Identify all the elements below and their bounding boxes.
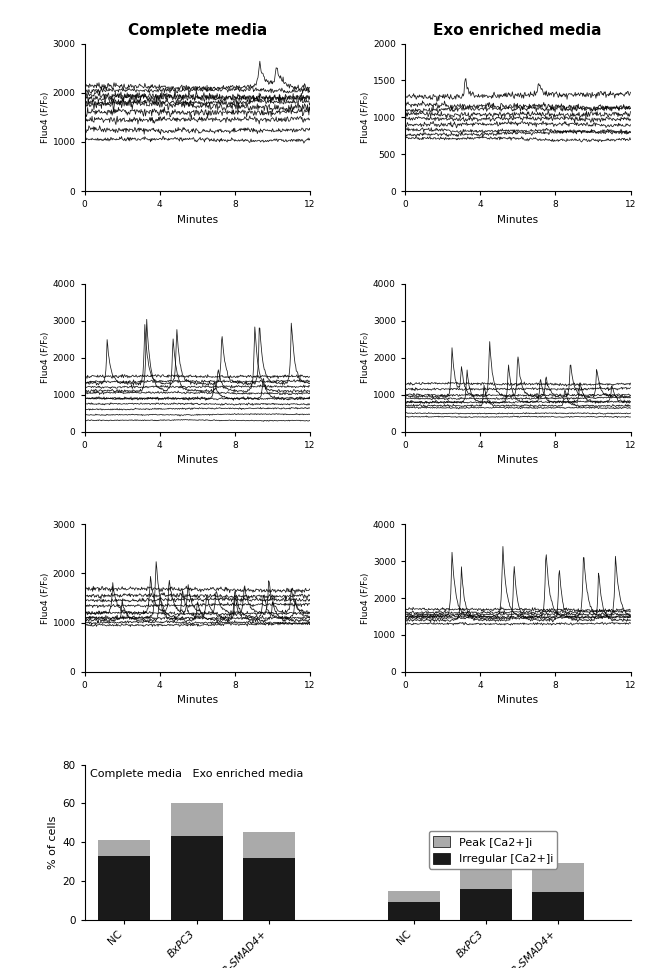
Title: Complete media: Complete media [127,23,267,38]
X-axis label: Minutes: Minutes [177,455,218,466]
X-axis label: Minutes: Minutes [497,455,538,466]
Y-axis label: Fluo4 (F/F₀): Fluo4 (F/F₀) [361,572,370,623]
Bar [243,858,295,920]
X-axis label: Minutes: Minutes [497,215,538,225]
Text: NC: NC [0,106,1,129]
Y-axis label: Fluo4 (F/F₀): Fluo4 (F/F₀) [361,332,370,383]
Bar [532,863,584,892]
Bar [98,856,150,920]
Y-axis label: Fluo4 (F/F₀): Fluo4 (F/F₀) [41,332,49,383]
Text: Complete media   Exo enriched media: Complete media Exo enriched media [90,770,304,779]
Bar [387,891,439,902]
X-axis label: Minutes: Minutes [177,695,218,706]
Bar [243,832,295,858]
Bar [460,846,512,889]
Bar [170,803,223,836]
Y-axis label: Fluo4 (F/F₀): Fluo4 (F/F₀) [361,92,370,143]
Bar [460,889,512,920]
Bar [98,840,150,856]
X-axis label: Minutes: Minutes [497,695,538,706]
Bar [170,836,223,920]
Y-axis label: Fluo4 (F/F₀): Fluo4 (F/F₀) [41,572,49,623]
Text: BxPC3-SMAD4+: BxPC3-SMAD4+ [0,548,1,648]
Bar [387,902,439,920]
Title: Exo enriched media: Exo enriched media [434,23,602,38]
X-axis label: Minutes: Minutes [177,215,218,225]
Legend: Peak [Ca2+]i, Irregular [Ca2+]i: Peak [Ca2+]i, Irregular [Ca2+]i [428,832,558,868]
Text: BxPC3: BxPC3 [0,338,1,378]
Bar [532,892,584,920]
Y-axis label: % of cells: % of cells [48,815,58,868]
Y-axis label: Fluo4 (F/F₀): Fluo4 (F/F₀) [41,92,49,143]
